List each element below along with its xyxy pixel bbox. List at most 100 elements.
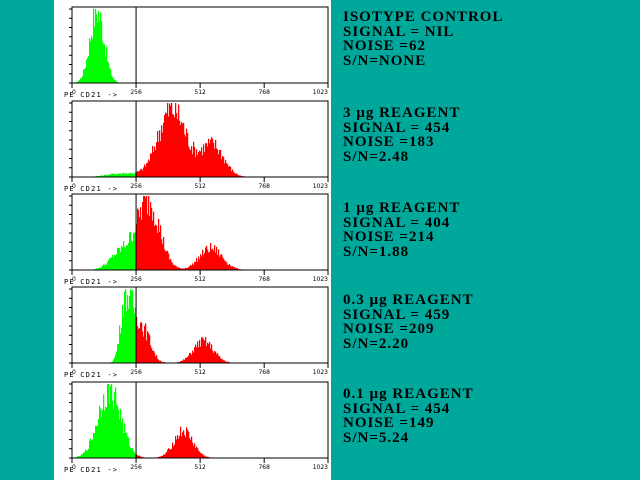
histogram-bar xyxy=(222,257,224,270)
histogram-bar xyxy=(224,163,226,177)
histogram-bar xyxy=(143,167,145,177)
histogram-bar xyxy=(216,354,218,363)
histogram-bar xyxy=(116,253,118,270)
histogram-bar xyxy=(108,260,110,270)
histogram-bar xyxy=(183,430,185,458)
histogram-bar xyxy=(217,149,219,177)
histogram-1: 0 256 512 768 1023 PE CD21 -> xyxy=(62,6,330,100)
histogram-bar xyxy=(99,405,101,458)
histogram-bar xyxy=(115,255,117,270)
histogram-bar xyxy=(144,196,146,270)
histogram-bar xyxy=(141,168,143,177)
histogram-bar xyxy=(158,359,160,363)
histogram-bar xyxy=(222,359,224,363)
histogram-bar xyxy=(165,453,167,458)
histogram-bar xyxy=(137,171,139,177)
histogram-bar xyxy=(146,196,148,270)
histogram-bar xyxy=(200,452,202,458)
histogram-bar xyxy=(162,243,164,270)
histogram-bar xyxy=(126,433,128,458)
histogram-bar xyxy=(128,242,130,270)
histogram-bar xyxy=(200,346,202,363)
histogram-bar xyxy=(100,175,102,177)
x-tick-label: 0 xyxy=(72,183,76,190)
histogram-bar xyxy=(193,265,195,270)
histogram-bar xyxy=(116,351,118,363)
histogram-bar xyxy=(181,436,183,458)
histogram-bar xyxy=(227,361,229,363)
histogram-bar xyxy=(234,267,236,270)
histogram-bar xyxy=(148,159,150,177)
histogram-bar xyxy=(238,175,240,177)
histogram-bar xyxy=(173,114,175,177)
histogram-bar xyxy=(118,410,120,458)
histogram-bar xyxy=(131,448,133,458)
histogram-bar xyxy=(83,69,85,83)
histogram-bar xyxy=(183,359,185,363)
histogram-bar xyxy=(191,354,193,363)
histogram-bar xyxy=(179,120,181,177)
histogram-bar xyxy=(194,443,196,458)
histogram-bar xyxy=(145,323,147,363)
histogram-bar xyxy=(177,267,179,270)
histogram-bar xyxy=(101,417,103,458)
histogram-bar xyxy=(110,257,112,270)
histogram-bar xyxy=(109,174,111,177)
histogram-bar xyxy=(204,455,206,458)
histogram-bar xyxy=(175,436,177,458)
histogram-bar xyxy=(198,450,200,458)
histogram-bar xyxy=(239,175,241,177)
histogram-bar xyxy=(117,247,119,270)
histogram-bar xyxy=(129,232,131,270)
histogram-bar xyxy=(183,268,185,270)
histogram-bar xyxy=(220,358,222,363)
histogram-bar xyxy=(122,418,124,458)
histogram-bar xyxy=(160,360,162,363)
histogram-bar xyxy=(213,142,215,177)
histogram-bar xyxy=(111,75,113,83)
histogram-bar xyxy=(99,267,101,270)
histogram-bar xyxy=(138,455,140,458)
histogram-bar xyxy=(114,173,116,177)
histogram-bar xyxy=(137,455,139,458)
histogram-bar xyxy=(210,348,212,363)
histogram-bar xyxy=(228,166,230,177)
histogram-bar xyxy=(89,38,91,83)
histogram-bar xyxy=(155,356,157,363)
histogram-bar xyxy=(191,146,193,177)
histogram-bar xyxy=(164,114,166,177)
histogram-bar xyxy=(219,356,221,363)
histogram-bar xyxy=(152,350,154,363)
histogram-bar xyxy=(167,103,169,177)
histogram-bar xyxy=(205,247,207,270)
histogram-bar xyxy=(96,14,98,84)
histogram-bar xyxy=(212,138,214,177)
histogram-bar xyxy=(104,265,106,270)
histogram-bar xyxy=(196,258,198,270)
histogram-bar xyxy=(127,436,129,458)
histogram-bar xyxy=(111,173,113,177)
histogram-bar xyxy=(155,224,157,270)
histogram-bar xyxy=(93,433,95,458)
histogram-bar xyxy=(219,256,221,270)
histogram-bar xyxy=(97,175,99,177)
histogram-bar xyxy=(200,151,202,177)
histogram-bar xyxy=(181,268,183,270)
histogram-bar xyxy=(157,358,159,363)
histogram-bar xyxy=(119,248,121,270)
histogram-bar xyxy=(223,156,225,177)
histogram-bar xyxy=(151,348,153,363)
histogram-bar xyxy=(217,353,219,363)
x-tick-label: 512 xyxy=(194,369,206,376)
histogram-bar xyxy=(128,308,130,363)
histogram-bar xyxy=(170,105,172,177)
histogram-bar xyxy=(187,429,189,458)
histogram-bar xyxy=(205,336,207,363)
histogram-bar xyxy=(237,268,239,270)
histogram-bar xyxy=(168,116,170,177)
histogram-bar xyxy=(208,252,210,270)
histogram-bar xyxy=(141,322,143,363)
histogram-bar xyxy=(185,357,187,363)
histogram-bar xyxy=(115,174,117,177)
histogram-bar xyxy=(121,327,123,363)
